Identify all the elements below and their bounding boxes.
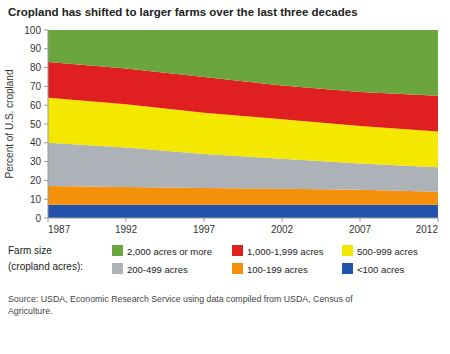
y-tick-label: 0 bbox=[35, 213, 41, 224]
x-tick-label: 1987 bbox=[48, 224, 71, 235]
y-tick-label: 40 bbox=[30, 137, 42, 148]
x-tick bbox=[282, 218, 283, 222]
y-tick-label: 90 bbox=[30, 43, 42, 54]
text-line: (cropland acres): bbox=[8, 261, 83, 272]
area bbox=[48, 30, 438, 96]
legend-title: Farm size (cropland acres): bbox=[8, 245, 83, 272]
legend-label: 100-199 acres bbox=[247, 264, 308, 275]
y-tick bbox=[44, 142, 48, 143]
legend-swatch bbox=[112, 263, 123, 274]
legend-item: 1,000-1,999 acres bbox=[232, 245, 324, 257]
x-tick bbox=[126, 218, 127, 222]
legend-label: 1,000-1,999 acres bbox=[247, 246, 324, 257]
legend-swatch bbox=[112, 245, 123, 256]
legend-swatch bbox=[232, 245, 243, 256]
y-tick-label: 20 bbox=[30, 175, 42, 186]
x-tick bbox=[438, 218, 439, 222]
legend-label: 2,000 acres or more bbox=[127, 246, 212, 257]
legend-item: 200-499 acres bbox=[112, 263, 188, 275]
area bbox=[48, 205, 438, 218]
y-tick-label: 60 bbox=[30, 100, 42, 111]
legend-label: 500-999 acres bbox=[357, 246, 418, 257]
x-tick-label: 2002 bbox=[271, 224, 294, 235]
legend-item: <100 acres bbox=[342, 263, 405, 275]
y-tick-label: 100 bbox=[24, 25, 41, 36]
legend-item: 500-999 acres bbox=[342, 245, 418, 257]
y-tick-label: 80 bbox=[30, 62, 42, 73]
source: Source: USDA, Economic Research Service … bbox=[8, 294, 353, 316]
text-line: Agriculture. bbox=[8, 306, 53, 316]
y-tick-label: 70 bbox=[30, 81, 42, 92]
x-tick-label: 2012 bbox=[416, 224, 439, 235]
title: Cropland has shifted to larger farms ove… bbox=[8, 6, 358, 18]
y-tick-label: 50 bbox=[30, 119, 42, 130]
x-tick-label: 1997 bbox=[193, 224, 216, 235]
text-line: Farm size bbox=[8, 245, 52, 256]
legend-swatch bbox=[342, 263, 353, 274]
y-tick bbox=[44, 161, 48, 162]
chart: Cropland has shifted to larger farms ove… bbox=[0, 0, 450, 354]
y-tick bbox=[44, 199, 48, 200]
text-line: Source: USDA, Economic Research Service … bbox=[8, 294, 353, 304]
x-tick bbox=[48, 218, 49, 222]
legend-label: 200-499 acres bbox=[127, 264, 188, 275]
x-tick-label: 2007 bbox=[349, 224, 372, 235]
x-axis-line bbox=[48, 218, 438, 219]
y-tick bbox=[44, 180, 48, 181]
y-axis-label: Percent of U.S. cropland bbox=[4, 70, 15, 179]
y-tick bbox=[44, 218, 48, 219]
axes: 0 10 20 30 40 50 60 70 80 90 100 1987 1992 1997 2002 20… bbox=[24, 25, 438, 236]
y-tick bbox=[44, 86, 48, 87]
y-tick bbox=[44, 67, 48, 68]
legend-item: 2,000 acres or more bbox=[112, 245, 212, 257]
areas bbox=[48, 30, 438, 218]
x-tick bbox=[360, 218, 361, 222]
legend-item: 100-199 acres bbox=[232, 263, 308, 275]
legend-swatch bbox=[232, 263, 243, 274]
y-tick bbox=[44, 124, 48, 125]
y-tick bbox=[44, 48, 48, 49]
legend: Farm size (cropland acres): 2,000 acres or… bbox=[8, 245, 418, 275]
x-tick bbox=[204, 218, 205, 222]
y-tick bbox=[44, 30, 48, 31]
x-tick-label: 1992 bbox=[115, 224, 138, 235]
legend-label: <100 acres bbox=[357, 264, 405, 275]
legend-swatch bbox=[342, 245, 353, 256]
y-tick bbox=[44, 105, 48, 106]
y-tick-label: 30 bbox=[30, 156, 42, 167]
y-tick-label: 10 bbox=[30, 194, 42, 205]
